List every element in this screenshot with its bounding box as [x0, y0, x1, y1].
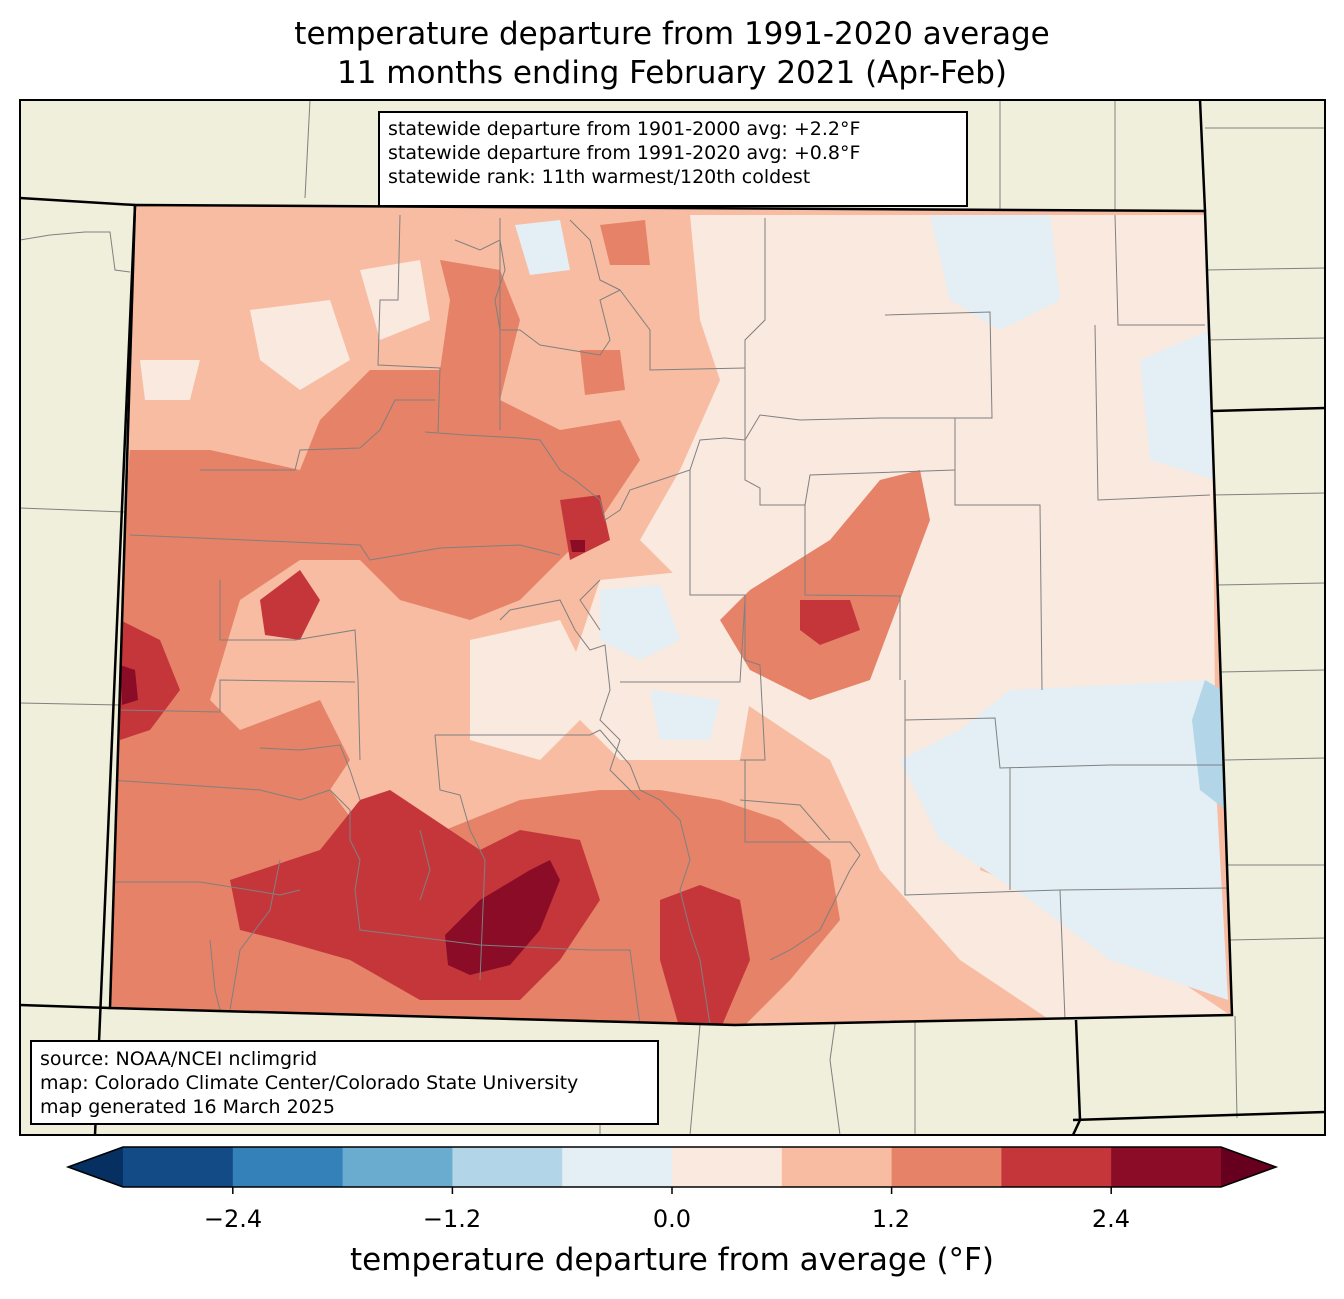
source-box: source: NOAA/NCEI nclimgrid map: Colorad…	[30, 1040, 659, 1125]
colorbar-bin	[123, 1147, 234, 1187]
colorbar-over-arrow	[1221, 1147, 1276, 1187]
colorbar-outline	[65, 1146, 1279, 1188]
colorbar-bin	[1001, 1147, 1112, 1187]
colorbar-tick-label: 0.0	[652, 1205, 692, 1233]
colorbar-bin	[342, 1147, 453, 1187]
colorbar-bin	[672, 1147, 783, 1187]
colorbar-bin	[1111, 1147, 1222, 1187]
stats-line-1991-2020: statewide departure from 1991-2020 avg: …	[388, 142, 861, 164]
colorbar-tick-label: 1.2	[871, 1205, 911, 1233]
colorbar-tick-label: 2.4	[1091, 1205, 1131, 1233]
map-title-line2: 11 months ending February 2021 (Apr-Feb)	[337, 55, 1007, 91]
generated-date-line: map generated 16 March 2025	[40, 1096, 335, 1118]
colorbar-tick-label: −2.4	[203, 1205, 263, 1233]
map-title-line1: temperature departure from 1991-2020 ave…	[294, 16, 1050, 52]
colorbar-bin	[562, 1147, 673, 1187]
map-frame	[19, 99, 1326, 1136]
map-credit-line: map: Colorado Climate Center/Colorado St…	[40, 1072, 579, 1094]
colorado-departure-field	[110, 205, 1232, 1025]
statewide-stats-box: statewide departure from 1901-2000 avg: …	[378, 111, 968, 207]
colorbar-under-arrow	[68, 1147, 123, 1187]
stats-line-1901-2000: statewide departure from 1901-2000 avg: …	[388, 118, 861, 140]
colorbar-bin	[891, 1147, 1002, 1187]
source-line: source: NOAA/NCEI nclimgrid	[40, 1048, 318, 1070]
colorbar-bin	[781, 1147, 893, 1187]
colorbar-tick-label: −1.2	[422, 1205, 482, 1233]
state-boundaries	[20, 100, 1325, 1135]
stats-line-rank: statewide rank: 11th warmest/120th colde…	[388, 166, 811, 188]
colorbar-bin	[232, 1147, 344, 1187]
colorado-county-lines	[110, 214, 1230, 1025]
colorbar-bin	[452, 1147, 563, 1187]
colorbar-label: temperature departure from average (°F)	[350, 1242, 994, 1278]
